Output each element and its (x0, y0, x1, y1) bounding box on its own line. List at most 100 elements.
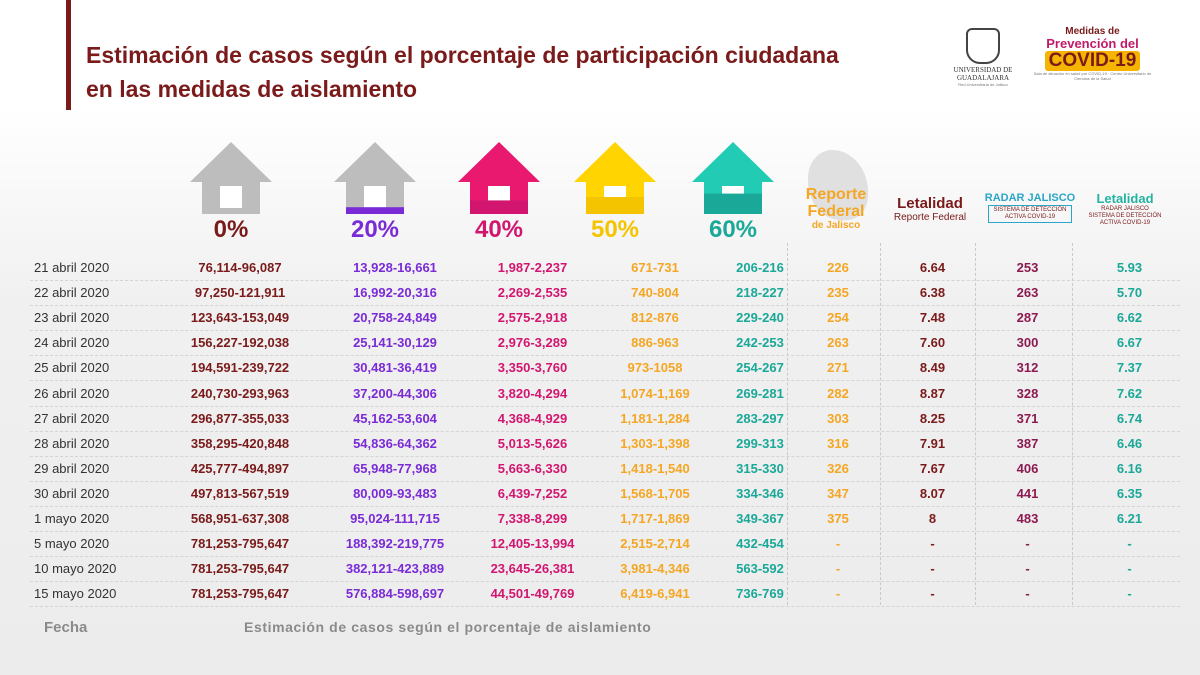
cell-reporte-federal: - (835, 586, 841, 602)
cell-letalidad-federal: 8 (928, 511, 937, 526)
cell-20pct: 25,141-30,129 (353, 335, 437, 351)
row-date: 10 mayo 2020 (34, 561, 117, 577)
udg-tagline: Red Universitaria de Jalisco (958, 82, 1008, 87)
cell-radar-jalisco: 253 (1016, 260, 1039, 275)
covid-logo: Medidas de Prevención del COVID-19 Sala … (1030, 26, 1155, 88)
cell-40pct: 6,439-7,252 (497, 485, 568, 501)
percentage-label: 20% (350, 216, 400, 243)
cell-letalidad-radar: 6.74 (1116, 410, 1143, 426)
percentage-label: 0% (213, 216, 249, 243)
cell-letalidad-federal: 7.48 (919, 310, 946, 326)
cell-40pct: 44,501-49,769 (490, 586, 575, 602)
row-date: 27 abril 2020 (34, 410, 110, 426)
row-date: 24 abril 2020 (34, 335, 110, 351)
cell-radar-jalisco: 312 (1016, 360, 1039, 376)
udg-name: UNIVERSIDAD DE GUADALAJARA (953, 66, 1013, 82)
house-fill-level (346, 207, 404, 214)
cell-letalidad-radar: - (1127, 536, 1132, 552)
row-date: 5 mayo 2020 (34, 536, 110, 552)
cell-reporte-federal: 226 (827, 260, 849, 275)
cell-0pct: 240,730-293,963 (190, 385, 290, 401)
table-row: 27 abril 2020 296,877-355,033 45,162-53,60… (30, 406, 1180, 432)
cell-radar-jalisco: 371 (1016, 410, 1039, 426)
cell-40pct: 2,976-3,289 (497, 335, 568, 351)
cell-60pct: 229-240 (736, 310, 784, 326)
header-letalidad-radar-line1: Letalidad (1096, 191, 1154, 206)
cell-50pct: 886-963 (631, 335, 679, 351)
cell-radar-jalisco: - (1025, 561, 1030, 577)
cell-letalidad-radar: 5.70 (1116, 285, 1143, 301)
header-reporte-federal: Reporte Federal de Jalisco (795, 186, 877, 231)
table-row: 21 abril 2020 76,114-96,087 13,928-16,661 1… (30, 255, 1180, 281)
cell-radar-jalisco: 300 (1016, 335, 1039, 351)
cell-20pct: 13,928-16,661 (353, 260, 437, 275)
cell-letalidad-federal: - (930, 536, 935, 552)
house-icon (190, 142, 272, 214)
cell-0pct: 97,250-121,911 (194, 285, 286, 301)
cell-50pct: 1,418-1,540 (620, 460, 690, 476)
cell-radar-jalisco: 441 (1016, 485, 1039, 501)
cell-40pct: 12,405-13,994 (490, 536, 575, 552)
page-title: Estimación de casos según el porcentaje … (86, 42, 839, 102)
row-date: 15 mayo 2020 (34, 586, 117, 602)
row-date: 29 abril 2020 (34, 460, 110, 476)
covid-logo-line2: Prevención del (1046, 36, 1139, 51)
cell-50pct: 1,181-1,284 (620, 410, 690, 426)
cell-50pct: 3,981-4,346 (620, 561, 690, 577)
cell-letalidad-radar: - (1127, 586, 1132, 602)
cell-radar-jalisco: 483 (1016, 511, 1039, 526)
cell-letalidad-federal: 8.07 (919, 485, 946, 501)
cell-letalidad-radar: - (1127, 561, 1132, 577)
cell-50pct: 2,515-2,714 (620, 536, 690, 552)
cell-letalidad-radar: 6.16 (1116, 460, 1143, 476)
cell-20pct: 45,162-53,604 (353, 410, 437, 426)
udg-seal-icon (966, 28, 1000, 64)
cell-reporte-federal: 303 (827, 410, 849, 426)
cell-50pct: 6,419-6,941 (620, 586, 690, 602)
house-icon (458, 142, 540, 214)
header-radar-line2: SISTEMA DE DETECCIÓN (993, 207, 1067, 213)
cell-0pct: 156,227-192,038 (190, 335, 290, 351)
header-reporte-federal-line1: Reporte (805, 186, 867, 203)
cell-40pct: 2,575-2,918 (497, 310, 568, 326)
cell-0pct: 194,591-239,722 (190, 360, 290, 376)
cell-letalidad-federal: 7.67 (919, 460, 946, 476)
cell-radar-jalisco: 263 (1016, 285, 1039, 301)
cell-20pct: 382,121-423,889 (345, 561, 445, 577)
cell-radar-jalisco: 406 (1016, 460, 1039, 476)
cell-0pct: 358,295-420,848 (190, 435, 290, 451)
header-radar-box: SISTEMA DE DETECCIÓN ACTIVA COVID-19 (988, 205, 1072, 223)
row-date: 26 abril 2020 (34, 385, 110, 401)
covid-logo-line1: Medidas de (1065, 26, 1120, 37)
header-letalidad-radar-line2: RADAR JALISCO (1101, 206, 1149, 212)
table-row: 29 abril 2020 425,777-494,897 65,948-77,96… (30, 456, 1180, 482)
house-fill-level (704, 193, 762, 214)
cell-letalidad-federal: 8.49 (919, 360, 946, 376)
cell-letalidad-federal: 7.91 (919, 435, 946, 451)
cell-20pct: 54,836-64,362 (353, 435, 437, 451)
cell-reporte-federal: 347 (827, 485, 849, 501)
cell-60pct: 736-769 (736, 586, 784, 602)
cell-0pct: 296,877-355,033 (190, 410, 290, 426)
cell-reporte-federal: 263 (827, 335, 849, 351)
cell-50pct: 1,074-1,169 (620, 385, 690, 401)
cell-50pct: 1,303-1,398 (620, 435, 690, 451)
table-row: 30 abril 2020 497,813-567,519 80,009-93,48… (30, 481, 1180, 507)
cell-20pct: 95,024-111,715 (350, 511, 440, 526)
cell-0pct: 781,253-795,647 (190, 561, 290, 577)
cell-reporte-federal: 316 (827, 435, 849, 451)
footer-estimacion-label: Estimación de casos según el porcentaje … (244, 619, 652, 635)
column-divider (975, 243, 976, 605)
cell-radar-jalisco: 328 (1016, 385, 1039, 401)
footer-fecha-label: Fecha (44, 619, 88, 636)
cell-40pct: 5,013-5,626 (497, 435, 568, 451)
cell-60pct: 254-267 (736, 360, 784, 376)
cell-50pct: 740-804 (631, 285, 679, 301)
house-roof (458, 142, 540, 182)
cell-40pct: 7,338-8,299 (497, 511, 568, 526)
cell-reporte-federal: 326 (827, 460, 849, 476)
header-letalidad-radar-line3: SISTEMA DE DETECCIÓN ACTIVA COVID-19 (1088, 213, 1162, 226)
covid-logo-line4: Sala de situación en salud por COVID-19 … (1033, 71, 1152, 81)
cell-letalidad-radar: 6.62 (1116, 310, 1143, 326)
cell-40pct: 1,987-2,237 (497, 260, 568, 275)
